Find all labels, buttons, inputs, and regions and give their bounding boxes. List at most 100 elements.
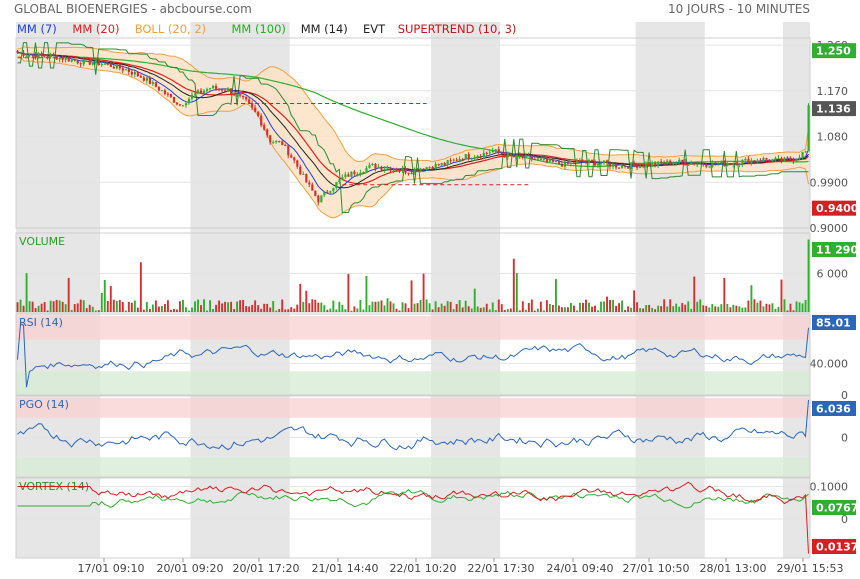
candle-body [422, 168, 425, 171]
volume-bar [124, 310, 127, 312]
volume-bar [218, 300, 221, 312]
volume-bar [97, 310, 100, 312]
candle-body [636, 165, 639, 168]
candle-body [221, 89, 224, 91]
candle-body [218, 88, 221, 90]
candle-body [705, 164, 708, 167]
candle-body [717, 163, 720, 165]
candle-body [687, 164, 690, 166]
volume-bar [594, 305, 596, 312]
volume-bar [197, 299, 199, 312]
candle-body [290, 155, 293, 158]
volume-bar [654, 309, 657, 312]
volume-bar [566, 307, 569, 312]
candle-body [503, 154, 506, 158]
candle-body [190, 94, 194, 99]
volume-bar [269, 307, 272, 312]
pgo-line [17, 399, 809, 451]
volume-bar [242, 299, 245, 312]
price-panel [16, 42, 810, 219]
candle-body [166, 93, 170, 95]
volume-bar [554, 279, 557, 312]
candle-body [693, 163, 696, 165]
volume-bar [106, 300, 109, 312]
volume-bar [401, 302, 404, 312]
candle-body [205, 89, 209, 91]
candle-body [254, 107, 257, 112]
candle-body [521, 156, 524, 158]
candle-body [236, 94, 239, 96]
candle-body [449, 160, 452, 162]
candle-body [726, 164, 729, 166]
candle-body [28, 54, 31, 56]
volume-bar [627, 306, 630, 312]
volume-bar [681, 302, 684, 312]
candle-body [172, 96, 176, 103]
candle-body [654, 163, 657, 166]
oversold-zone [16, 457, 810, 477]
candle-body [278, 140, 281, 142]
volume-bar [551, 304, 554, 312]
candle-body [139, 76, 143, 78]
candle-body [473, 157, 476, 159]
volume-bar [293, 308, 296, 312]
candle-body [584, 161, 588, 163]
volume-bar [299, 283, 302, 312]
volume-bar [287, 309, 290, 312]
candle-body [296, 160, 299, 167]
vortex-minus-line [17, 481, 809, 554]
volume-bar [227, 302, 230, 312]
volume-bar [344, 309, 347, 312]
candle-body [193, 93, 197, 95]
volume-bar [118, 300, 121, 312]
volume-bar [606, 296, 608, 312]
volume-bar [377, 301, 380, 312]
volume-bar [741, 307, 744, 312]
candle-body [645, 163, 648, 167]
volume-bar [527, 303, 530, 312]
volume-bar [188, 310, 190, 312]
legend-item: EVT [363, 22, 386, 36]
candle-body [506, 153, 509, 158]
volume-bar [524, 309, 527, 312]
candle-body [801, 152, 804, 158]
volume-bar [28, 301, 31, 312]
candle-body [464, 154, 467, 160]
candle-body [618, 167, 621, 169]
candle-body [566, 161, 570, 164]
candle-body [82, 59, 85, 65]
candle-body [590, 159, 594, 162]
volume-bar [624, 309, 627, 312]
volume-bar [621, 300, 624, 312]
panel-title: PGO (14) [19, 398, 69, 411]
volume-bar [40, 303, 43, 312]
candle-body [308, 182, 311, 185]
volume-bar [431, 309, 434, 312]
volume-bar [79, 299, 82, 312]
volume-bar [410, 280, 413, 312]
volume-bar [160, 305, 163, 312]
volume-bar [726, 303, 729, 312]
candle-body [542, 158, 546, 160]
volume-bar [792, 310, 795, 312]
candle-body [569, 162, 573, 164]
legend: MM (7) MM (20) BOLL (20, 2) MM (100) MM (14)… [17, 22, 516, 36]
volume-bar [49, 300, 52, 312]
chart-text: GLOBAL BIOENERGIES - abcbourse.com 10 JO… [14, 2, 810, 16]
volume-bar [696, 301, 699, 312]
volume-bar [88, 304, 91, 312]
x-tick-label: 20/01 17:20 [233, 562, 300, 575]
volume-bar [176, 309, 178, 312]
volume-bar [497, 299, 500, 312]
volume-bar [720, 304, 723, 312]
volume-bar [672, 306, 675, 312]
volume-bar [245, 306, 248, 312]
candle-body [401, 168, 404, 171]
volume-bar [52, 301, 55, 312]
volume-bar [380, 300, 383, 312]
candle-body [386, 167, 389, 169]
candle-body [233, 94, 236, 96]
candle-body [163, 90, 167, 94]
candle-body [130, 71, 133, 75]
